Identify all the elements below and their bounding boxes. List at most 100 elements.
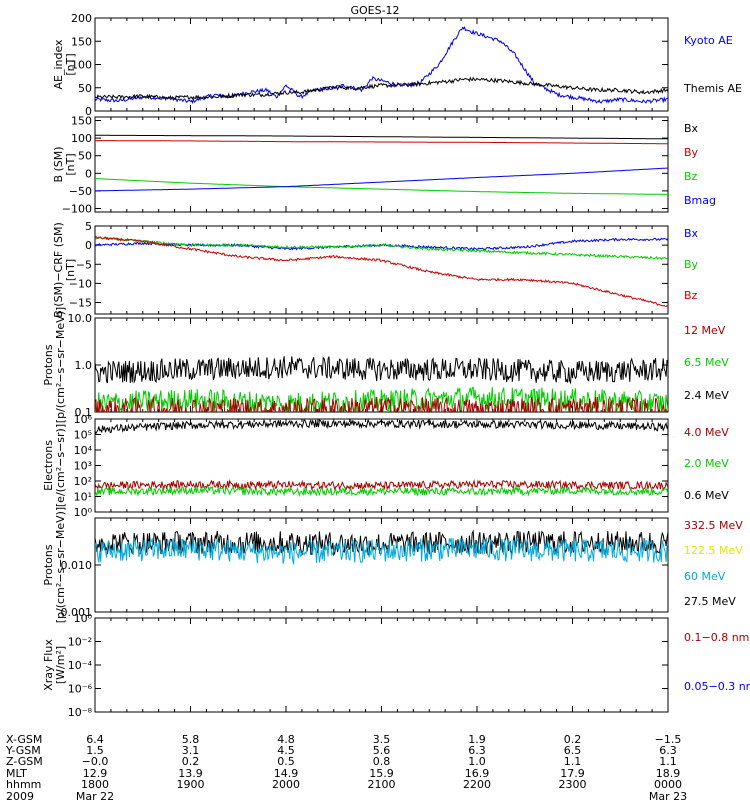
ephemeris-value: 2000: [272, 778, 300, 791]
y-tick-label: 10⁵: [74, 429, 92, 442]
ephemeris-value: 0000: [654, 778, 682, 791]
ephemeris-value: 4.5: [277, 744, 295, 757]
panel-frame: [94, 418, 669, 513]
y-tick-label: −50: [69, 185, 92, 198]
y-tick-label: −5: [76, 258, 92, 271]
ephemeris-value: 15.9: [369, 767, 394, 780]
ephemeris-value: 1.1: [564, 755, 582, 768]
y-axis-label-line: AE_index: [52, 39, 65, 90]
ephemeris-value: 5.8: [182, 733, 200, 746]
ephemeris-value: Mar 23: [649, 790, 687, 800]
series-line-by: [95, 140, 668, 145]
panel-1: 0 50 100 150 200 AE_index[nT] Kyoto AE Themis A…: [52, 12, 742, 118]
ephemeris-row-label: X-GSM: [6, 733, 42, 746]
ephemeris-value: 3.1: [182, 744, 200, 757]
ephemeris-value: 0.8: [373, 755, 391, 768]
legend-entry: 0.05−0.3 nm: [684, 680, 750, 693]
y-tick-label: 10³: [74, 460, 92, 473]
y-axis-label-line: [nT]: [64, 53, 77, 75]
ephemeris-value: 18.9: [656, 767, 681, 780]
series-line-themis-ae: [95, 76, 668, 101]
y-axis-label-line: [e/(cm²−s−sr)]: [54, 424, 67, 507]
y-tick-label: 0: [85, 167, 92, 180]
ephemeris-value: 4.8: [277, 733, 295, 746]
y-axis-label: AE_index[nT]: [52, 39, 77, 90]
legend-entry: 0.1−0.8 nm: [684, 631, 749, 644]
legend-entry: Bx: [684, 227, 699, 240]
y-axis-label: B (SM)−CRF (SM)[nT]: [52, 222, 77, 318]
ephemeris-row-label: Y-GSM: [5, 744, 41, 757]
series-line-by: [95, 236, 668, 261]
ephemeris-value: Mar 22: [76, 790, 114, 800]
panel-3: −15 −10 −5 0 5 B (SM)−CRF (SM)[nT] Bx By Bz: [52, 220, 699, 318]
y-tick-label: 150: [71, 115, 92, 128]
series-line-60-mev: [95, 537, 668, 565]
panel-frame: [94, 116, 669, 213]
legend-entry: 122.5 MeV: [684, 544, 743, 557]
y-axis-label-line: [p/(cm²−s−sr−MeV)]: [54, 307, 67, 423]
ephemeris-value: 1.1: [659, 755, 677, 768]
y-tick-label: 10⁴: [74, 444, 93, 457]
legend-entry: By: [684, 146, 699, 159]
legend-entry: Bz: [684, 170, 698, 183]
ephemeris-value: −1.5: [655, 733, 682, 746]
y-axis-label: Electrons[e/(cm²−s−sr)]: [42, 424, 67, 507]
ephemeris-value: 0.2: [564, 733, 582, 746]
y-axis-label-line: [nT]: [64, 153, 77, 175]
legend-entry: Kyoto AE: [684, 34, 733, 47]
ephemeris-value: 12.9: [83, 767, 108, 780]
y-tick-label: 10²: [74, 475, 92, 488]
ephemeris-value: 1.0: [468, 755, 486, 768]
legend-entry: 332.5 MeV: [684, 519, 743, 532]
panel-7: 10⁻⁸ 10⁻⁶ 10⁻⁴ 10⁻² 10⁰ Xray Flux[W/m²] 0.1−0.…: [42, 612, 750, 719]
y-tick-label: 10⁻⁴: [68, 659, 93, 672]
y-tick-label: 0.010: [61, 559, 93, 572]
y-tick-label: 10⁰: [74, 612, 93, 625]
ephemeris-value: 1.5: [86, 744, 104, 757]
chart-title: GOES-12: [350, 4, 399, 17]
legend-entry: Bmag: [684, 194, 716, 207]
panel-2: −100 −50 0 50 100 150 B (SM)[nT] Bx By Bz Bmag: [52, 115, 716, 216]
legend-entry: 4.0 MeV: [684, 426, 729, 439]
y-axis-label-line: Protons: [42, 344, 55, 385]
ephemeris-row-label: MLT: [6, 767, 27, 780]
series-line-bmag: [95, 167, 668, 192]
panel-frame: [94, 617, 669, 713]
legend-entry: 2.0 MeV: [684, 457, 729, 470]
ephemeris-value: 2100: [368, 778, 396, 791]
y-tick-label: 0.001: [61, 606, 93, 619]
y-axis-label: Protons[p/(cm²−s−sr−MeV)]: [42, 507, 67, 623]
ephemeris-value: 1900: [177, 778, 205, 791]
y-tick-label: −15: [69, 297, 92, 310]
series-line-4-0-mev: [95, 479, 668, 491]
y-axis-label-line: [W/m²]: [54, 646, 67, 684]
y-axis-label-line: Xray Flux: [42, 639, 55, 691]
y-tick-label: 10⁶: [74, 413, 93, 426]
ephemeris-value: 13.9: [178, 767, 203, 780]
legend-entry: Bz: [684, 289, 698, 302]
y-tick-label: 10⁻²: [68, 636, 92, 649]
ephemeris-value: 3.5: [373, 733, 391, 746]
y-tick-label: −10: [69, 277, 92, 290]
panel-frame: [94, 225, 669, 315]
y-axis-label-line: [nT]: [64, 259, 77, 281]
ephemeris-value: 2300: [559, 778, 587, 791]
series-line-bz: [95, 235, 668, 307]
legend-entry: 0.6 MeV: [684, 489, 729, 502]
ephemeris-value: 5.6: [373, 744, 391, 757]
y-tick-label: 0: [85, 239, 92, 252]
ephemeris-value: −0.0: [82, 755, 109, 768]
legend-entry: 6.5 MeV: [684, 356, 729, 369]
y-tick-label: 10.0: [68, 312, 93, 325]
series-line-bx: [95, 134, 668, 140]
ephemeris-value: 17.9: [560, 767, 585, 780]
ephemeris-value: 1.9: [468, 733, 486, 746]
y-tick-label: 0.1: [75, 406, 93, 419]
series-line-6-5-mev: [95, 386, 668, 412]
legend-entry: 12 MeV: [684, 324, 726, 337]
y-tick-label: 10⁻⁶: [68, 683, 93, 696]
y-tick-label: −100: [62, 202, 92, 215]
